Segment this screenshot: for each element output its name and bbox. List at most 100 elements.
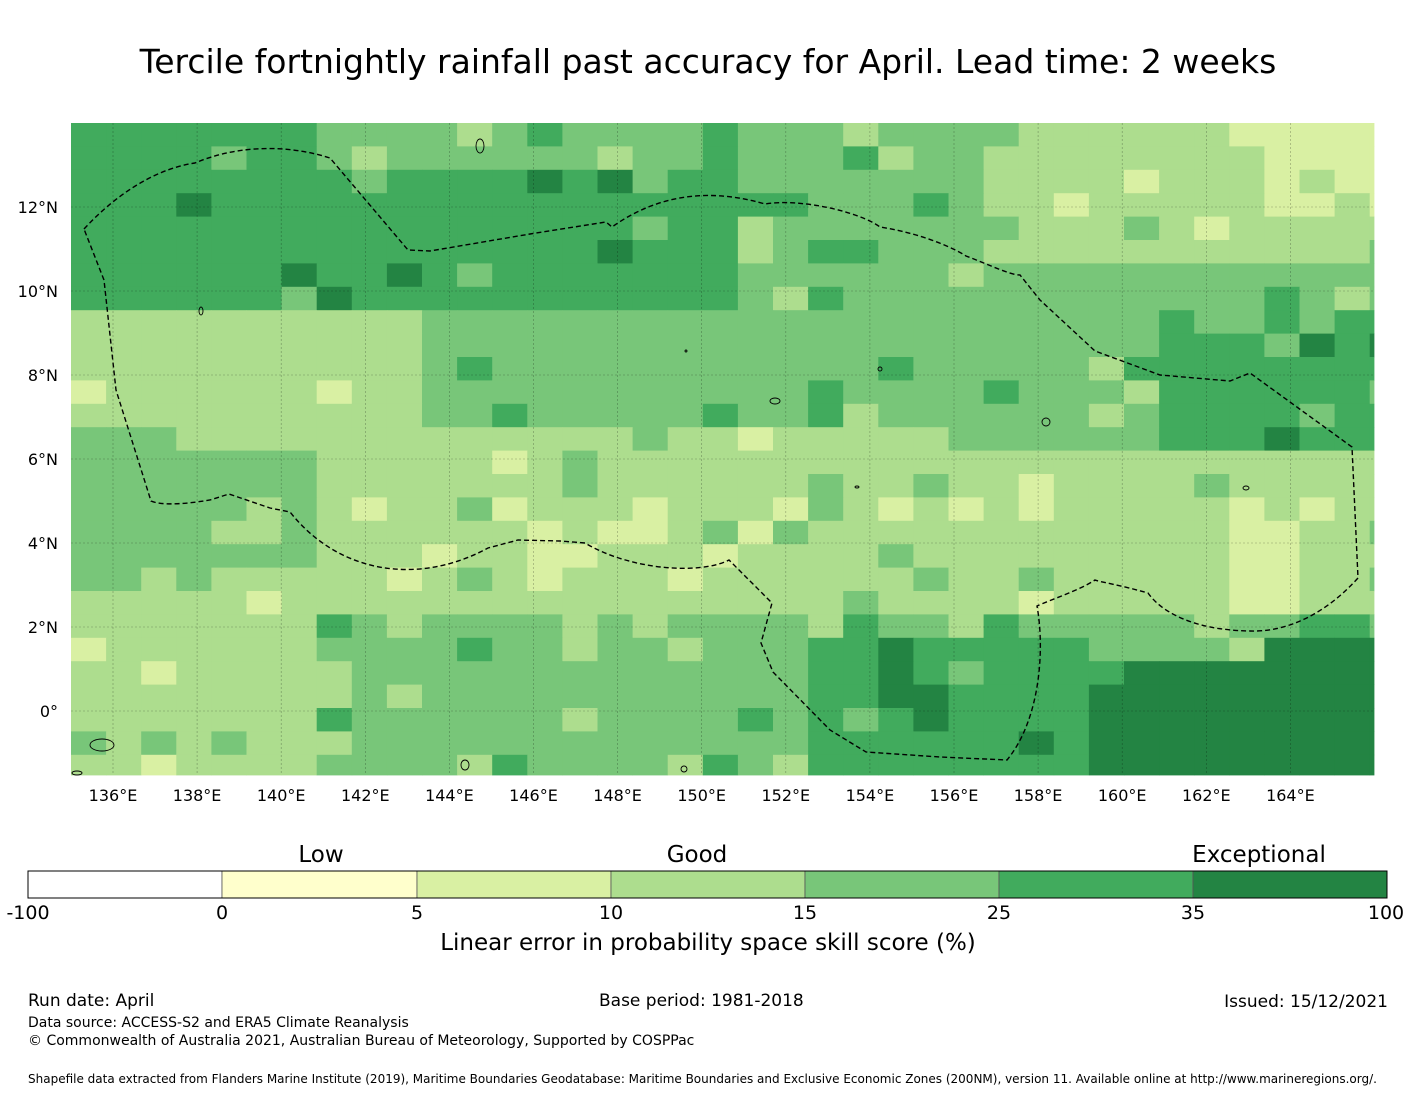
skill-cell xyxy=(843,216,879,241)
skill-cell xyxy=(562,193,598,217)
skill-cell xyxy=(702,333,739,358)
skill-cell xyxy=(141,754,177,776)
skill-cell xyxy=(562,567,598,592)
skill-cell xyxy=(492,474,528,498)
skill-cell xyxy=(422,380,458,405)
skill-cell xyxy=(913,544,949,568)
skill-cell xyxy=(211,567,247,592)
skill-cell xyxy=(702,123,739,147)
longitude-label: 142°E xyxy=(341,786,390,805)
skill-cell xyxy=(1159,450,1195,475)
skill-cell xyxy=(1124,240,1160,264)
skill-cell xyxy=(1229,357,1265,381)
skill-cell xyxy=(1369,684,1375,709)
skill-cell xyxy=(1369,169,1375,194)
skill-cell xyxy=(492,520,528,545)
skill-cell xyxy=(1194,380,1230,405)
skill-cell xyxy=(351,286,388,311)
skill-cell xyxy=(71,754,107,776)
skill-cell xyxy=(211,661,247,685)
skill-cell xyxy=(422,450,458,475)
skill-cell xyxy=(527,169,563,194)
skill-cell xyxy=(773,169,809,194)
skill-cell xyxy=(176,684,212,709)
skill-cell xyxy=(562,286,598,311)
skill-cell xyxy=(71,708,107,732)
skill-cell xyxy=(632,567,669,592)
skill-cell xyxy=(1018,474,1055,498)
skill-cell xyxy=(773,333,809,358)
skill-cell xyxy=(1264,286,1300,311)
skill-cell xyxy=(843,310,879,334)
skill-cell xyxy=(913,520,949,545)
skill-cell xyxy=(843,520,879,545)
skill-cell xyxy=(878,520,914,545)
skill-cell xyxy=(632,731,669,756)
skill-cell xyxy=(1299,637,1335,662)
skill-cell xyxy=(176,474,212,498)
skill-cell xyxy=(1124,708,1160,732)
skill-cell xyxy=(1053,146,1090,171)
skill-cell xyxy=(457,567,493,592)
skill-cell xyxy=(492,731,528,756)
skill-cell xyxy=(1088,450,1125,475)
skill-cell xyxy=(1053,169,1090,194)
skill-cell xyxy=(948,263,984,288)
skill-cell xyxy=(176,357,212,381)
skill-cell xyxy=(211,684,247,709)
skill-cell xyxy=(71,567,107,592)
skill-cell xyxy=(667,661,704,685)
skill-cell xyxy=(1053,263,1090,288)
skill-cell xyxy=(948,146,984,171)
skill-cell xyxy=(983,754,1020,776)
skill-cell xyxy=(1334,240,1371,264)
skill-cell xyxy=(316,520,353,545)
skill-cell xyxy=(1299,123,1335,147)
skill-cell xyxy=(1018,450,1055,475)
skill-cell xyxy=(351,123,388,147)
longitude-label: 152°E xyxy=(761,786,810,805)
skill-cell xyxy=(597,263,633,288)
skill-cell xyxy=(562,333,598,358)
skill-cell xyxy=(808,427,844,451)
skill-cell xyxy=(1159,216,1195,241)
skill-cell xyxy=(562,731,598,756)
skill-cell xyxy=(948,544,984,568)
skill-cell xyxy=(597,731,633,756)
skill-cell xyxy=(1334,333,1371,358)
skill-cell xyxy=(773,357,809,381)
skill-cell xyxy=(281,333,318,358)
skill-cell xyxy=(878,193,914,217)
skill-cell xyxy=(1194,240,1230,264)
skill-cell xyxy=(106,169,142,194)
skill-cell xyxy=(878,310,914,334)
skill-cell xyxy=(878,497,914,522)
skill-cell xyxy=(667,286,704,311)
skill-cell xyxy=(983,169,1020,194)
skill-cell xyxy=(141,310,177,334)
skill-cell xyxy=(71,286,107,311)
skill-cell xyxy=(632,240,669,264)
skill-cell xyxy=(527,754,563,776)
skill-cell xyxy=(527,614,563,639)
skill-cell xyxy=(562,263,598,288)
skill-cell xyxy=(632,169,669,194)
category-low: Low xyxy=(298,842,344,868)
colorbar-tick: 10 xyxy=(598,902,624,924)
skill-cell xyxy=(948,591,984,615)
skill-cell xyxy=(1088,310,1125,334)
skill-cell xyxy=(281,731,318,756)
skill-cell xyxy=(1299,357,1335,381)
skill-cell xyxy=(702,567,739,592)
skill-cell xyxy=(1018,661,1055,685)
skill-cell xyxy=(843,567,879,592)
skill-cell xyxy=(1229,637,1265,662)
skill-cell xyxy=(562,380,598,405)
skill-cell xyxy=(1159,567,1195,592)
skill-cell xyxy=(808,474,844,498)
skill-cell xyxy=(71,474,107,498)
skill-cell xyxy=(351,591,388,615)
skill-cell xyxy=(246,754,282,776)
skill-cell xyxy=(667,427,704,451)
skill-cell xyxy=(1194,544,1230,568)
